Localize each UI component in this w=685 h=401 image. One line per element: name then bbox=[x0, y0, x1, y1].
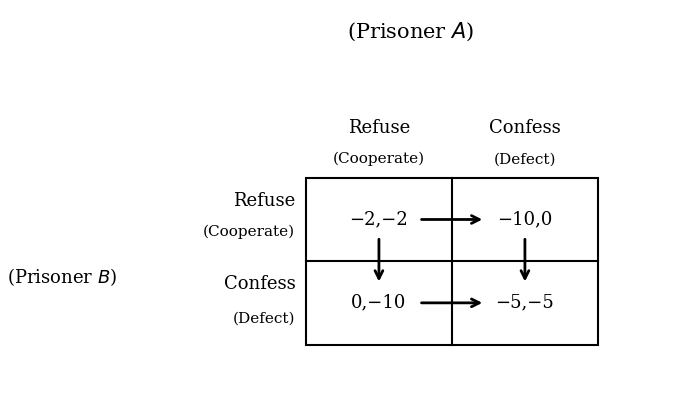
Text: (Prisoner $\mathit{A}$): (Prisoner $\mathit{A}$) bbox=[347, 21, 475, 43]
Text: (Cooperate): (Cooperate) bbox=[203, 225, 295, 239]
Text: Refuse: Refuse bbox=[233, 192, 295, 210]
Text: −10,0: −10,0 bbox=[497, 211, 553, 229]
Text: −2,−2: −2,−2 bbox=[349, 211, 408, 229]
Bar bbox=[306, 178, 598, 344]
Text: (Cooperate): (Cooperate) bbox=[333, 152, 425, 166]
Text: (Defect): (Defect) bbox=[233, 311, 295, 325]
Text: (Defect): (Defect) bbox=[494, 152, 556, 166]
Text: Confess: Confess bbox=[489, 119, 561, 138]
Text: (Prisoner $\mathit{B}$): (Prisoner $\mathit{B}$) bbox=[7, 266, 117, 288]
Text: −5,−5: −5,−5 bbox=[495, 294, 554, 312]
Text: 0,−10: 0,−10 bbox=[351, 294, 407, 312]
Text: Confess: Confess bbox=[223, 275, 295, 293]
Text: Refuse: Refuse bbox=[348, 119, 410, 138]
